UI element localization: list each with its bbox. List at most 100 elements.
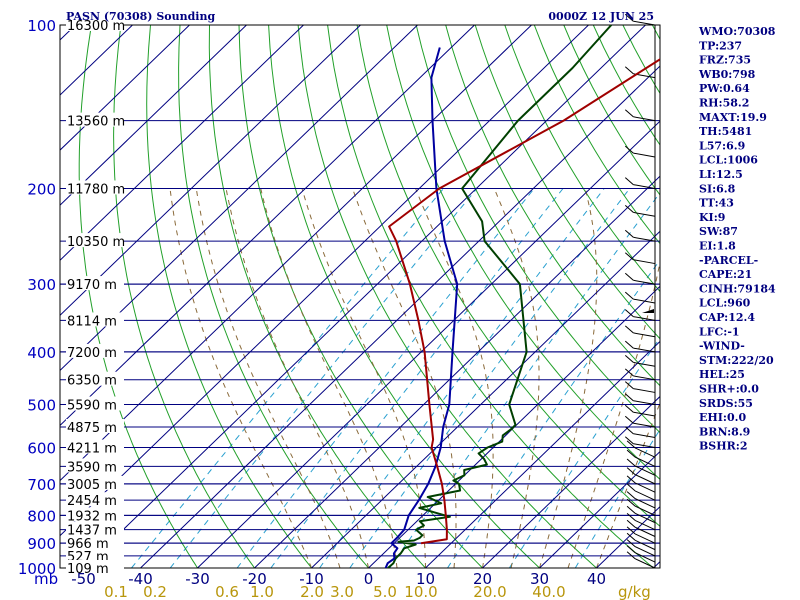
mixing-ratio-tick-label: 20.0 (473, 583, 506, 600)
isotherm-line (482, 395, 660, 568)
wind-barb (634, 447, 656, 458)
height-labels: 16300 m 13560 m 11780 m 10350 m 9170 m 8114 m… (66, 17, 125, 577)
wind-barb-flag (624, 368, 634, 377)
index-value: PW:0.64 (699, 82, 750, 95)
pressure-tick-label: 400 (27, 344, 56, 362)
temperature-tick-label: 30 (530, 570, 549, 588)
wind-barb-flag (626, 519, 636, 528)
height-label: 13560 m (67, 115, 125, 130)
index-value: CINH:79184 (699, 282, 776, 295)
height-label-bg (66, 233, 124, 248)
wind-barb (634, 519, 656, 531)
wind-barb-flag (626, 498, 636, 507)
wind-barb (634, 465, 656, 476)
height-label: 2454 m (67, 494, 117, 509)
wind-barb (633, 316, 656, 321)
height-label: 7200 m (67, 346, 117, 361)
height-label-bg (66, 475, 124, 490)
wind-barb (633, 443, 656, 449)
pressure-tick-label: 700 (27, 476, 56, 494)
mixing-ratio-tick-label: 0.1 (104, 583, 128, 600)
isotherm-line (539, 450, 660, 568)
index-value: STM:222/20 (699, 354, 774, 367)
index-value: MAXT:19.9 (699, 111, 767, 124)
wind-barb (633, 184, 656, 189)
wind-barb (633, 298, 656, 304)
wind-barb-flag (624, 109, 634, 118)
wind-barb-flag (624, 393, 634, 402)
isotherm-line (425, 340, 660, 568)
pressure-tick-label: 100 (27, 17, 56, 35)
temperature-tick-label: -50 (71, 570, 96, 588)
height-label-bg (66, 17, 124, 31)
wind-barb-flag (624, 436, 634, 445)
isotherm-line (254, 175, 660, 568)
pressure-tick-label: 600 (27, 440, 56, 458)
index-value: L57:6.9 (699, 139, 745, 152)
index-value: SI:6.8 (699, 182, 736, 195)
isotherm-line (368, 285, 660, 568)
mixing-ratio-tick-label: 1.0 (250, 583, 274, 600)
height-label-bg (66, 492, 124, 507)
index-value: EHI:0.0 (699, 411, 746, 424)
wind-barb (634, 474, 656, 485)
dry-adiabat-line (771, 25, 800, 568)
height-label-bg (66, 180, 124, 195)
isotherm-line (311, 230, 660, 568)
index-value: WB0:798 (698, 68, 756, 81)
isotherm-line (60, 25, 418, 372)
wind-barb (633, 20, 656, 26)
wind-barb (634, 490, 656, 501)
dewpoint-profile (384, 47, 459, 568)
dry-adiabat-line (208, 25, 426, 568)
dry-adiabats (78, 25, 800, 568)
dry-adiabat-line (113, 25, 255, 568)
wind-barb (634, 558, 656, 569)
height-label-bg (66, 507, 124, 522)
height-label-bg (66, 535, 124, 550)
temperature-tick-label: -30 (185, 570, 210, 588)
wind-barb-flag (624, 426, 634, 435)
wind-barb-flag (626, 551, 636, 560)
wind-barb-flag (624, 229, 634, 238)
height-label: 3590 m (67, 460, 117, 475)
temperature-tick-label: -20 (242, 570, 267, 588)
wind-barb (633, 433, 656, 438)
index-value: EI:1.8 (699, 240, 736, 253)
pressure-unit-label: mb (34, 570, 58, 588)
height-label-bg (66, 419, 124, 434)
pressure-tick-label: 900 (27, 535, 56, 553)
height-label: 8114 m (67, 314, 117, 329)
height-label: 4875 m (67, 421, 117, 436)
index-value: -WIND- (699, 340, 745, 353)
isotherm-line (60, 25, 247, 206)
height-label: 6350 m (67, 374, 117, 389)
wind-barb-flag (624, 13, 634, 22)
moist-adiabat-line (352, 188, 457, 568)
wind-barb-flag (626, 467, 636, 475)
isotherm-line (0, 25, 19, 568)
height-label-bg (66, 547, 124, 562)
isotherm-line (197, 120, 660, 568)
temperature-tick-label: 10 (416, 570, 435, 588)
wind-barb-flag (624, 205, 634, 213)
wind-barb-flag (626, 483, 636, 492)
wind-barb-flag (626, 475, 636, 484)
wind-barb (633, 411, 656, 417)
temperature-tick-label: 20 (473, 570, 492, 588)
wind-barb-flag (626, 539, 636, 547)
wind-barb-flag (624, 145, 634, 154)
mixing-ratio-tick-label: 5.0 (373, 583, 397, 600)
height-label-bg (66, 458, 124, 473)
wind-barb-flag (624, 381, 634, 389)
pressure-tick-label: 800 (27, 507, 56, 525)
pressure-tick-label: 300 (27, 276, 56, 294)
height-label-bg (66, 396, 124, 411)
dry-adiabat-line (327, 25, 654, 568)
wind-barb-flag (626, 458, 636, 467)
mixing-ratio-line (574, 428, 660, 568)
wind-barb-flag (624, 340, 634, 349)
temperature-tick-label: -40 (128, 570, 153, 588)
